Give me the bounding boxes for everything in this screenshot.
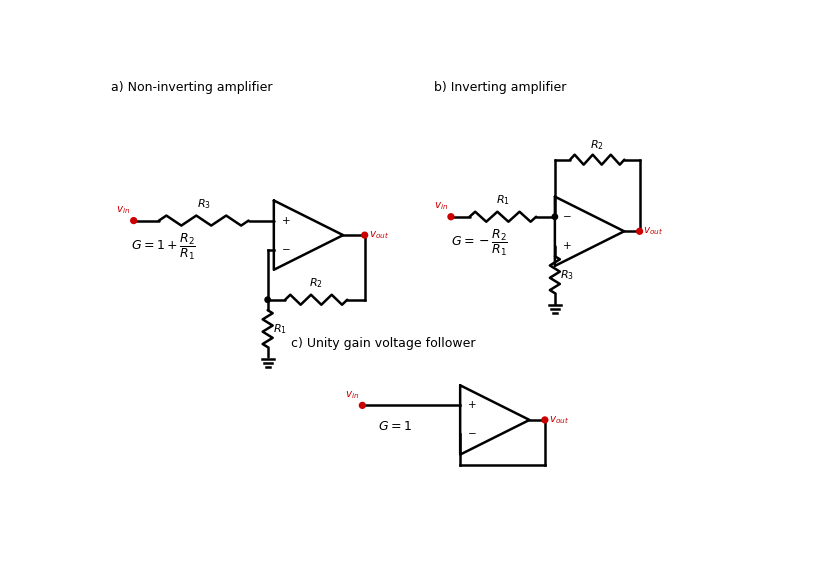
Circle shape xyxy=(448,214,454,219)
Circle shape xyxy=(636,229,642,234)
Text: $R_3$: $R_3$ xyxy=(560,268,574,282)
Text: $v_{out}$: $v_{out}$ xyxy=(369,229,389,241)
Text: $R_2$: $R_2$ xyxy=(310,277,324,290)
Text: $v_{in}$: $v_{in}$ xyxy=(345,389,360,401)
Text: −: − xyxy=(468,429,477,439)
Text: c) Unity gain voltage follower: c) Unity gain voltage follower xyxy=(291,337,475,350)
Text: b) Inverting amplifier: b) Inverting amplifier xyxy=(434,81,567,94)
Text: $v_{out}$: $v_{out}$ xyxy=(644,225,663,237)
Text: +: + xyxy=(282,215,290,226)
Text: −: − xyxy=(563,211,572,222)
Text: $R_3$: $R_3$ xyxy=(197,197,210,211)
Text: +: + xyxy=(468,400,477,411)
Circle shape xyxy=(542,417,548,423)
Circle shape xyxy=(360,403,365,408)
Text: a) Non-inverting amplifier: a) Non-inverting amplifier xyxy=(111,81,272,94)
Text: $R_1$: $R_1$ xyxy=(273,321,287,336)
Text: $G=1$: $G=1$ xyxy=(378,420,412,433)
Text: +: + xyxy=(563,241,571,251)
Text: $v_{in}$: $v_{in}$ xyxy=(433,200,448,212)
Circle shape xyxy=(131,218,137,223)
Circle shape xyxy=(265,297,270,302)
Circle shape xyxy=(362,232,368,238)
Text: $v_{in}$: $v_{in}$ xyxy=(116,204,130,216)
Text: $R_2$: $R_2$ xyxy=(590,138,604,152)
Text: $R_1$: $R_1$ xyxy=(496,194,510,208)
Circle shape xyxy=(552,214,558,219)
Text: $G=1+\dfrac{R_2}{R_1}$: $G=1+\dfrac{R_2}{R_1}$ xyxy=(131,232,197,262)
Text: $G=-\dfrac{R_2}{R_1}$: $G=-\dfrac{R_2}{R_1}$ xyxy=(451,228,508,258)
Text: −: − xyxy=(282,245,290,255)
Text: $v_{out}$: $v_{out}$ xyxy=(549,414,569,426)
